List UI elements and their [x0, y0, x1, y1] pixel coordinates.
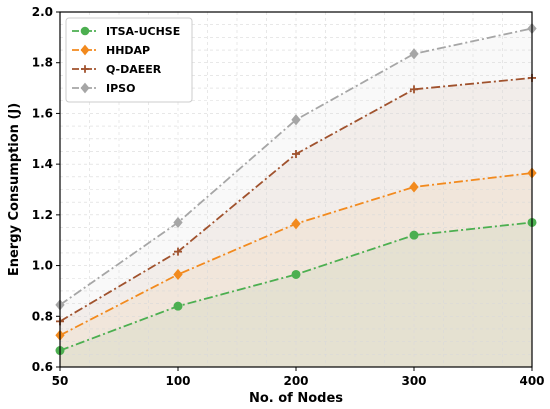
marker-plus [292, 150, 300, 158]
marker-diamond [80, 44, 90, 56]
marker-circle [173, 301, 183, 311]
y-tick-label: 1.2 [32, 208, 53, 222]
x-tick-label: 400 [519, 374, 544, 388]
series-line [59, 221, 533, 352]
y-tick-label: 1.8 [32, 56, 53, 70]
series-line-layer [55, 22, 537, 356]
y-tick-label: 1.0 [32, 259, 53, 273]
marker-circle [80, 26, 90, 36]
marker-diamond [80, 82, 90, 94]
legend-item: Q-DAEER [72, 63, 162, 76]
y-tick-label: 2.0 [32, 5, 53, 19]
x-tick-label: 300 [401, 374, 426, 388]
marker-circle [409, 230, 419, 240]
marker-diamond [409, 181, 419, 193]
marker-plus [81, 65, 89, 73]
marker-diamond [409, 48, 419, 60]
legend: ITSA-UCHSE HHDAP Q-DAEER IPSO [65, 17, 193, 103]
legend-label: ITSA-UCHSE [106, 25, 180, 38]
tick-layer: 0.6 0.8 1.0 1.2 1.4 1.6 1.8 2.0 50 100 200 300 400 [32, 5, 545, 388]
legend-item: ITSA-UCHSE [72, 25, 180, 38]
marker-circle [291, 269, 301, 279]
marker-plus [174, 247, 182, 256]
legend-label: IPSO [106, 82, 135, 95]
legend-items: ITSA-UCHSE HHDAP Q-DAEER IPSO [72, 25, 180, 95]
x-tick-label: 50 [52, 374, 69, 388]
legend-label: Q-DAEER [106, 63, 162, 76]
marker-diamond [291, 114, 301, 126]
y-tick-label: 1.6 [32, 106, 53, 120]
legend-item: IPSO [72, 82, 135, 95]
legend-item: HHDAP [72, 44, 150, 57]
legend-box [65, 17, 193, 103]
x-tick-label: 200 [283, 374, 308, 388]
y-tick-label: 0.6 [32, 360, 53, 374]
marker-plus [410, 85, 418, 94]
x-axis-title: No. of Nodes [249, 391, 343, 406]
marker-diamond [173, 268, 183, 281]
y-axis-title: Energy Consumption (J) [7, 103, 22, 276]
y-tick-label: 0.8 [32, 309, 53, 323]
legend-label: HHDAP [106, 44, 150, 57]
marker-diamond [173, 216, 183, 229]
marker-diamond [291, 218, 301, 230]
x-tick-label: 100 [165, 374, 190, 388]
y-tick-label: 1.4 [32, 157, 53, 171]
